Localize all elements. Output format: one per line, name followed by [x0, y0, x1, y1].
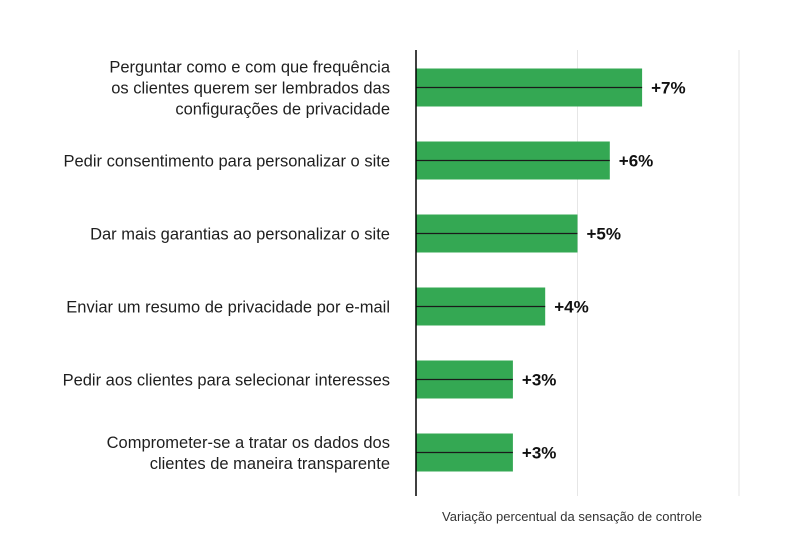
category-label-line: Perguntar como e com que frequência: [109, 59, 390, 77]
data-label: +7%: [651, 79, 686, 98]
category-label-line: configurações de privacidade: [175, 101, 390, 119]
category-label-line: Pedir consentimento para personalizar o …: [63, 153, 390, 171]
category-label-line: Pedir aos clientes para selecionar inter…: [63, 372, 390, 390]
value-labels: +7% +6% +5% +4% +3% +3%: [522, 79, 686, 463]
category-label-line: Dar mais garantias ao personalizar o sit…: [90, 226, 390, 244]
category-label: Perguntar como e com que frequência os cl…: [109, 59, 390, 119]
bars: [416, 68, 643, 472]
category-label-line: os clientes querem ser lembrados das: [111, 80, 390, 98]
category-label: Enviar um resumo de privacidade por e-ma…: [66, 299, 390, 317]
data-label: +3%: [522, 371, 557, 390]
data-label: +6%: [619, 152, 654, 171]
data-label: +4%: [554, 298, 589, 317]
category-labels: Perguntar como e com que frequência os cl…: [63, 59, 391, 474]
category-label-line: Enviar um resumo de privacidade por e-ma…: [66, 299, 390, 317]
x-axis-title: Variação percentual da sensação de contr…: [442, 509, 702, 524]
category-label: Dar mais garantias ao personalizar o sit…: [90, 226, 390, 244]
category-label-line: Comprometer-se a tratar os dados dos: [107, 434, 390, 452]
data-label: +3%: [522, 444, 557, 463]
category-label: Pedir consentimento para personalizar o …: [63, 153, 390, 171]
data-label: +5%: [587, 225, 622, 244]
category-label: Comprometer-se a tratar os dados dos clie…: [107, 434, 390, 473]
category-label-line: clientes de maneira transparente: [150, 455, 390, 473]
gridlines: [577, 50, 740, 496]
category-label: Pedir aos clientes para selecionar inter…: [63, 372, 390, 390]
